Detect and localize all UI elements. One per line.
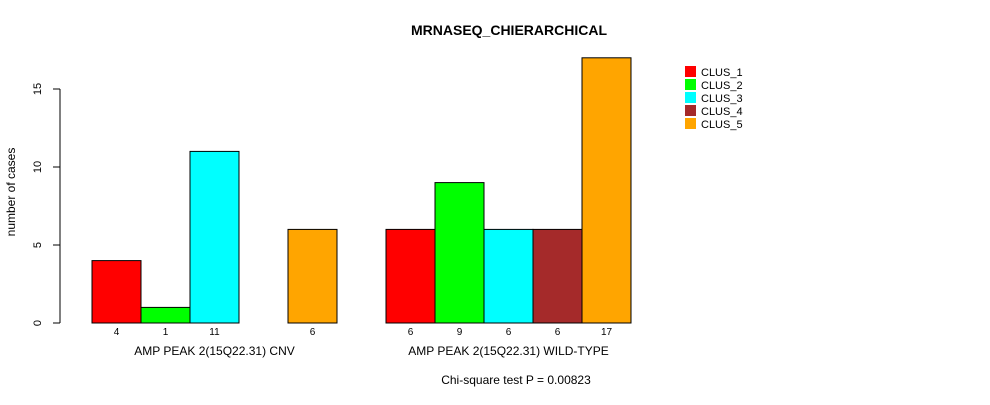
- y-tick-label: 0: [32, 320, 44, 326]
- bar-count-label: 6: [310, 327, 316, 338]
- bar-count-label: 1: [163, 327, 169, 338]
- chart-title: MRNASEQ_CHIERARCHICAL: [411, 22, 607, 38]
- legend-label: CLUS_2: [701, 80, 743, 92]
- legend-swatch: [685, 92, 696, 103]
- legend-swatch: [685, 66, 696, 77]
- bar-clus-5: [581, 57, 632, 324]
- footnote: Chi-square test P = 0.00823: [441, 373, 591, 387]
- bar-clus-1: [385, 228, 436, 324]
- bar-clus-5: [287, 228, 338, 324]
- y-tick-label: 10: [32, 161, 44, 173]
- group-label: AMP PEAK 2(15Q22.31) WILD-TYPE: [408, 344, 609, 358]
- legend-label: CLUS_5: [701, 119, 743, 131]
- legend-label: CLUS_4: [701, 106, 743, 118]
- count-labels: 4 1 11 6 6 9 6 6 17: [114, 327, 613, 338]
- bar-clus-3: [483, 228, 534, 324]
- bar-count-label: 9: [457, 327, 463, 338]
- bar-count-label: 6: [555, 327, 561, 338]
- y-axis: 0 5 10 15: [32, 83, 61, 326]
- group-label: AMP PEAK 2(15Q22.31) CNV: [134, 344, 295, 358]
- bar-clus-2: [434, 182, 485, 324]
- y-tick-label: 15: [32, 83, 44, 95]
- group-labels: AMP PEAK 2(15Q22.31) CNV AMP PEAK 2(15Q22…: [134, 344, 609, 358]
- bar-count-label: 11: [209, 327, 220, 338]
- bar-clus-4: [532, 228, 583, 324]
- bar-count-label: 4: [114, 327, 120, 338]
- y-tick-label: 5: [32, 242, 44, 248]
- legend-swatch: [685, 79, 696, 90]
- legend-label: CLUS_3: [701, 93, 743, 105]
- legend-swatch: [685, 118, 696, 129]
- bar-clus-2: [140, 306, 191, 324]
- bar-count-label: 6: [408, 327, 414, 338]
- y-axis-label: number of cases: [4, 148, 18, 237]
- legend-label: CLUS_1: [701, 67, 743, 79]
- legend-swatch: [685, 105, 696, 116]
- bar-clus-1: [91, 260, 142, 324]
- bar-count-label: 6: [506, 327, 512, 338]
- bars: [91, 57, 632, 324]
- bar-clus-3: [189, 150, 240, 324]
- bar-count-label: 17: [601, 327, 613, 338]
